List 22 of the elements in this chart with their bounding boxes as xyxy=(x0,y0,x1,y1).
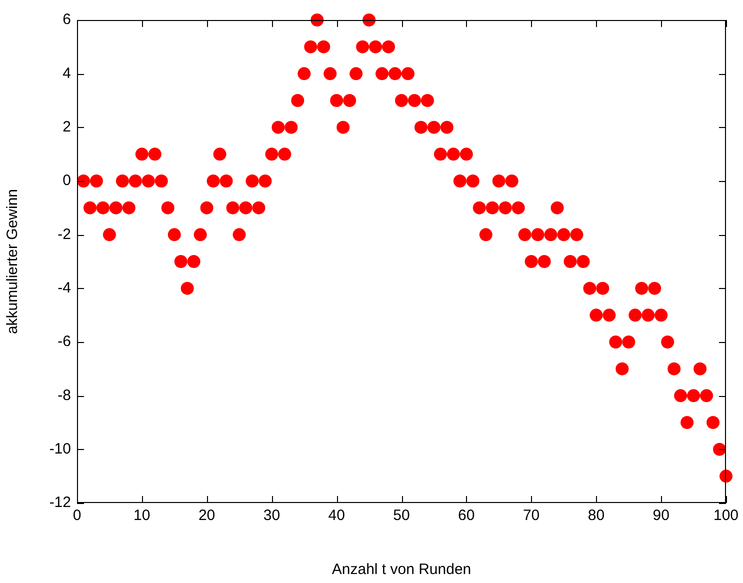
y-tick-label: -2 xyxy=(58,226,71,243)
x-tick-label: 20 xyxy=(198,507,216,524)
x-tick-label: 100 xyxy=(713,507,739,524)
x-tick-label: 90 xyxy=(652,507,670,524)
y-tick-label: -4 xyxy=(58,279,71,296)
x-tick-label: 80 xyxy=(588,507,605,524)
x-tick-label: 30 xyxy=(263,507,280,524)
x-tick-label: 70 xyxy=(522,507,540,524)
y-tick-label: -10 xyxy=(49,440,71,458)
y-tick-label: -8 xyxy=(58,386,71,404)
y-tick-label: 0 xyxy=(62,172,71,190)
y-tick-label: 6 xyxy=(62,11,71,28)
x-axis-title: Anzahl t von Runden xyxy=(332,561,472,578)
y-tick-label: -12 xyxy=(49,494,71,512)
x-tick-label: 60 xyxy=(458,507,475,524)
y-tick-label: 4 xyxy=(62,64,71,82)
y-tick-label: -6 xyxy=(58,333,71,350)
y-axis-title: akkumulierter Gewinn xyxy=(4,188,22,334)
x-tick-label: 50 xyxy=(393,507,410,524)
y-tick-label: 2 xyxy=(62,118,71,136)
x-tick-label: 40 xyxy=(328,507,345,524)
x-tick-label: 10 xyxy=(134,507,150,524)
